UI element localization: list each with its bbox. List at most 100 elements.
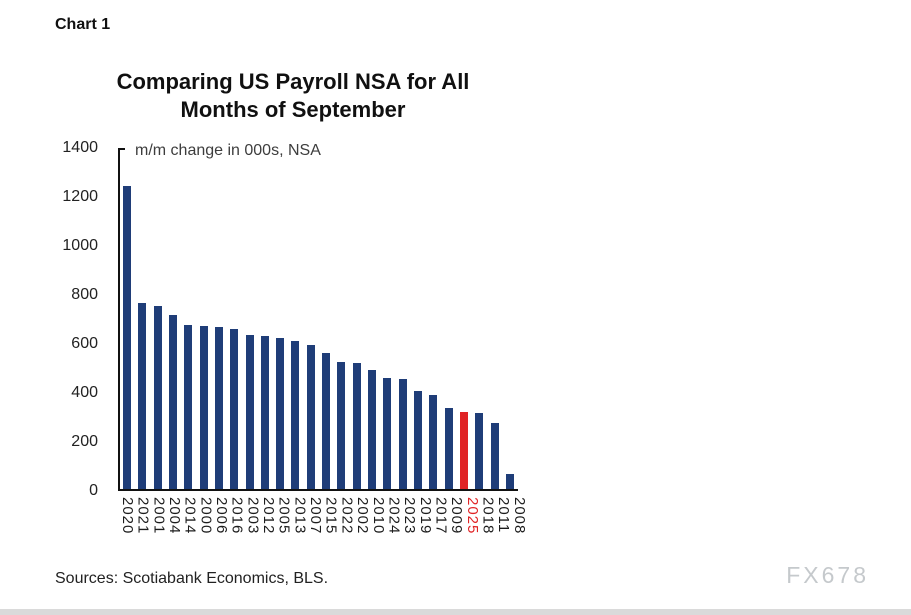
- x-tick-label: 2016: [228, 497, 246, 535]
- x-tick-label: 2012: [260, 497, 278, 535]
- bar-2010: [368, 370, 376, 489]
- chart-title-line-2: Months of September: [180, 96, 406, 122]
- x-tick-cell: 2010: [370, 495, 387, 553]
- sources-note: Sources: Scotiabank Economics, BLS.: [55, 570, 329, 587]
- x-tick-label: 2022: [338, 497, 356, 535]
- x-tick-label: 2014: [181, 497, 199, 535]
- x-tick-label: 2017: [432, 497, 450, 535]
- x-tick-cell: 2017: [432, 495, 449, 553]
- x-tick-label: 2005: [275, 497, 293, 535]
- y-tick-label: 400: [71, 384, 98, 401]
- x-tick-cell: 2001: [150, 495, 167, 553]
- y-tick-label: 1000: [62, 237, 98, 254]
- x-tick-cell: 2020: [119, 495, 136, 553]
- bar-2001: [153, 306, 162, 489]
- bars: [120, 148, 518, 491]
- bar-2007: [306, 345, 315, 489]
- y-tick-label: 1400: [62, 139, 98, 156]
- x-tick-label: 2024: [385, 497, 403, 535]
- watermark-fx678: FX678: [786, 562, 869, 588]
- x-tick-cell: 2021: [135, 495, 152, 553]
- x-tick-label: 2019: [416, 497, 434, 535]
- x-tick-cell: 2004: [166, 495, 183, 553]
- bar-2021: [138, 303, 147, 489]
- x-tick-cell: 2006: [213, 495, 230, 553]
- bar-2004: [168, 315, 177, 489]
- bar-2005: [276, 338, 285, 489]
- plot-area: m/m change in 000s, NSA: [118, 142, 518, 491]
- x-tick-cell: 2025: [464, 495, 481, 553]
- y-tick-label: 800: [71, 286, 98, 303]
- x-tick-label: 2003: [244, 497, 262, 535]
- x-tick-cell: 2015: [323, 495, 340, 553]
- x-tick-cell: 2013: [291, 495, 308, 553]
- x-tick-label: 2006: [213, 497, 231, 535]
- x-tick-label: 2009: [448, 497, 466, 535]
- bar-2019: [413, 391, 422, 489]
- chart-number-label: Chart 1: [55, 16, 111, 33]
- y-tick-label: 600: [71, 335, 98, 352]
- y-tick-label: 0: [89, 482, 98, 499]
- bar-2017: [429, 395, 438, 489]
- x-tick-label: 2023: [401, 497, 419, 535]
- x-tick-cell: 2003: [244, 495, 261, 553]
- bar-2024: [383, 378, 392, 489]
- x-tick-label: 2013: [291, 497, 309, 535]
- x-tick-cell: 2000: [197, 495, 214, 553]
- x-tick-cell: 2007: [307, 495, 324, 553]
- x-tick-cell: 2023: [401, 495, 418, 553]
- bar-2002: [352, 363, 361, 489]
- x-tick-label: 2007: [307, 497, 325, 535]
- bar-2018: [475, 413, 484, 489]
- chart-title: Comparing US Payroll NSA for All Months …: [58, 68, 528, 123]
- x-tick-cell: 2018: [479, 495, 496, 553]
- x-tick-cell: 2024: [385, 495, 402, 553]
- axis-units-annotation: m/m change in 000s, NSA: [135, 142, 321, 159]
- x-tick-cell: 2019: [417, 495, 434, 553]
- bar-2015: [322, 353, 331, 489]
- bar-2013: [291, 341, 300, 489]
- x-tick-label: 2000: [197, 497, 215, 535]
- x-tick-label: 2008: [510, 497, 528, 535]
- bar-2000: [199, 326, 208, 489]
- bar-2008: [505, 474, 514, 489]
- x-tick-label: 2025: [463, 497, 481, 535]
- y-axis-top-tick: [118, 148, 125, 150]
- x-tick-label: 2018: [479, 497, 497, 535]
- bar-2003: [245, 335, 254, 489]
- x-tick-cell: 2016: [229, 495, 246, 553]
- x-tick-cell: 2012: [260, 495, 277, 553]
- bar-2009: [444, 408, 453, 489]
- x-tick-cell: 2022: [338, 495, 355, 553]
- bar-2025: [459, 412, 468, 489]
- x-tick-label: 2004: [166, 497, 184, 535]
- x-tick-label: 2021: [134, 497, 152, 535]
- y-tick-label: 1200: [62, 188, 98, 205]
- bar-2022: [337, 362, 346, 489]
- y-axis-line: [118, 148, 120, 491]
- x-labels: 2020 2021 2001 2004 2014 2000 2006 2016 2003 2012…: [119, 495, 528, 553]
- x-tick-label: 2020: [119, 497, 136, 535]
- bar-2014: [184, 325, 193, 489]
- x-tick-cell: 2002: [354, 495, 371, 553]
- x-tick-label: 2002: [354, 497, 372, 535]
- x-tick-label: 2015: [322, 497, 340, 535]
- y-tick-label: 200: [71, 433, 98, 450]
- bar-2023: [398, 379, 407, 489]
- bar-2016: [230, 329, 239, 489]
- x-tick-label: 2010: [369, 497, 387, 535]
- x-tick-cell: 2009: [448, 495, 465, 553]
- x-tick-cell: 2005: [276, 495, 293, 553]
- bar-2012: [260, 336, 269, 489]
- bar-2011: [490, 423, 499, 489]
- x-tick-cell: 2008: [511, 495, 528, 553]
- x-tick-label: 2011: [495, 497, 513, 534]
- x-tick-cell: 2014: [182, 495, 199, 553]
- bottom-edge-strip: [0, 609, 911, 615]
- x-tick-cell: 2011: [495, 495, 512, 553]
- bar-2006: [214, 327, 223, 489]
- chart-title-line-1: Comparing US Payroll NSA for All: [116, 69, 470, 94]
- y-axis-labels: 1400 1200 1000 800 600 400 200 0: [50, 139, 110, 499]
- x-tick-label: 2001: [150, 497, 168, 535]
